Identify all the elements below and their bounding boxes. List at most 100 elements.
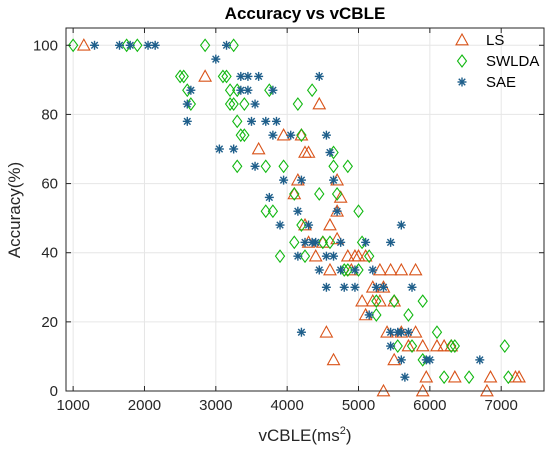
point-sae bbox=[314, 71, 324, 81]
point-ls bbox=[319, 325, 334, 338]
legend: LS SWLDA SAE bbox=[455, 32, 539, 91]
point-swlda bbox=[449, 339, 461, 353]
y-tick-label: 100 bbox=[33, 37, 58, 54]
point-sae bbox=[475, 355, 485, 365]
point-sae bbox=[368, 265, 378, 275]
legend-label-ls: LS bbox=[486, 32, 504, 49]
point-swlda bbox=[499, 339, 510, 353]
point-swlda bbox=[342, 263, 353, 277]
point-ls bbox=[294, 128, 309, 141]
point-swlda bbox=[289, 187, 300, 201]
plot-frame bbox=[65, 27, 545, 392]
point-ls bbox=[387, 293, 402, 307]
point-sae bbox=[293, 206, 303, 216]
point-sae bbox=[336, 265, 346, 275]
point-ls bbox=[444, 338, 459, 352]
x-tick-label: 3000 bbox=[199, 397, 232, 414]
point-swlda bbox=[463, 370, 475, 385]
point-sae bbox=[268, 85, 278, 95]
point-swlda bbox=[224, 83, 236, 98]
point-swlda bbox=[217, 69, 229, 84]
x-axis-label: vCBLE(ms2) bbox=[258, 425, 351, 445]
point-swlda bbox=[299, 249, 311, 264]
x-tick-label: 6000 bbox=[413, 397, 446, 414]
point-swlda bbox=[324, 235, 336, 250]
point-sae bbox=[250, 99, 260, 109]
point-ls bbox=[447, 370, 462, 383]
point-sae bbox=[222, 40, 232, 50]
point-swlda bbox=[67, 38, 79, 53]
point-sae bbox=[339, 282, 349, 292]
point-swlda bbox=[342, 159, 353, 174]
legend-label-swlda: SWLDA bbox=[486, 53, 539, 70]
point-swlda bbox=[353, 204, 364, 219]
point-ls bbox=[308, 249, 323, 262]
point-swlda bbox=[317, 235, 329, 250]
point-sae bbox=[254, 71, 264, 81]
point-sae bbox=[396, 220, 406, 230]
point-swlda bbox=[296, 128, 307, 143]
point-ls bbox=[408, 262, 423, 276]
x-axis-label-exponent: 2 bbox=[340, 425, 346, 437]
point-swlda bbox=[221, 69, 232, 84]
point-sae bbox=[425, 355, 435, 365]
point-sae bbox=[307, 237, 317, 247]
point-ls bbox=[372, 293, 387, 307]
point-ls bbox=[326, 352, 341, 366]
point-ls bbox=[323, 217, 337, 231]
point-swlda bbox=[417, 294, 428, 309]
point-ls bbox=[323, 262, 337, 276]
point-sae bbox=[211, 54, 221, 64]
chart-title: Accuracy vs vCBLE bbox=[225, 4, 386, 23]
point-swlda bbox=[278, 159, 289, 174]
point-sae bbox=[314, 265, 324, 275]
point-sae bbox=[246, 116, 256, 126]
x-tick-label: 1000 bbox=[56, 397, 89, 414]
point-sae bbox=[403, 327, 413, 337]
point-sae bbox=[400, 372, 410, 382]
point-swlda bbox=[274, 249, 286, 264]
point-sae bbox=[332, 206, 342, 216]
point-swlda bbox=[239, 128, 250, 143]
point-ls bbox=[358, 249, 373, 262]
point-sae bbox=[271, 116, 281, 126]
point-ls bbox=[415, 383, 430, 397]
point-ls bbox=[355, 293, 370, 307]
point-swlda bbox=[260, 159, 271, 174]
point-ls bbox=[287, 186, 302, 200]
point-swlda bbox=[364, 249, 375, 264]
point-sae bbox=[264, 192, 274, 202]
point-sae bbox=[407, 282, 417, 292]
point-ls bbox=[512, 370, 526, 383]
point-sae bbox=[125, 40, 135, 50]
data-series bbox=[67, 38, 526, 397]
point-sae bbox=[321, 251, 331, 261]
x-tick-label: 4000 bbox=[270, 397, 303, 414]
y-tick-label: 80 bbox=[41, 106, 58, 123]
point-sae bbox=[90, 40, 100, 50]
point-ls bbox=[340, 249, 355, 262]
point-swlda bbox=[388, 294, 400, 309]
y-axis-label: Accuracy(%) bbox=[5, 162, 24, 258]
point-swlda bbox=[296, 218, 307, 232]
point-ls bbox=[419, 370, 434, 383]
point-ls bbox=[401, 338, 416, 352]
point-sae bbox=[361, 237, 371, 247]
point-sae bbox=[371, 282, 381, 292]
point-swlda bbox=[371, 294, 382, 309]
point-sae bbox=[115, 40, 125, 50]
point-swlda bbox=[314, 187, 325, 201]
point-sae bbox=[386, 237, 396, 247]
point-ls bbox=[198, 69, 213, 82]
point-swlda bbox=[235, 128, 246, 143]
point-swlda bbox=[503, 370, 514, 385]
point-swlda bbox=[306, 83, 318, 98]
point-sae bbox=[321, 130, 331, 140]
legend-marker-sae bbox=[457, 77, 467, 87]
series-sae bbox=[90, 40, 485, 382]
point-ls bbox=[76, 38, 91, 51]
point-sae bbox=[329, 175, 339, 185]
legend-marker-swlda bbox=[456, 54, 468, 68]
point-swlda bbox=[446, 339, 457, 353]
legend-marker-ls bbox=[455, 32, 469, 46]
